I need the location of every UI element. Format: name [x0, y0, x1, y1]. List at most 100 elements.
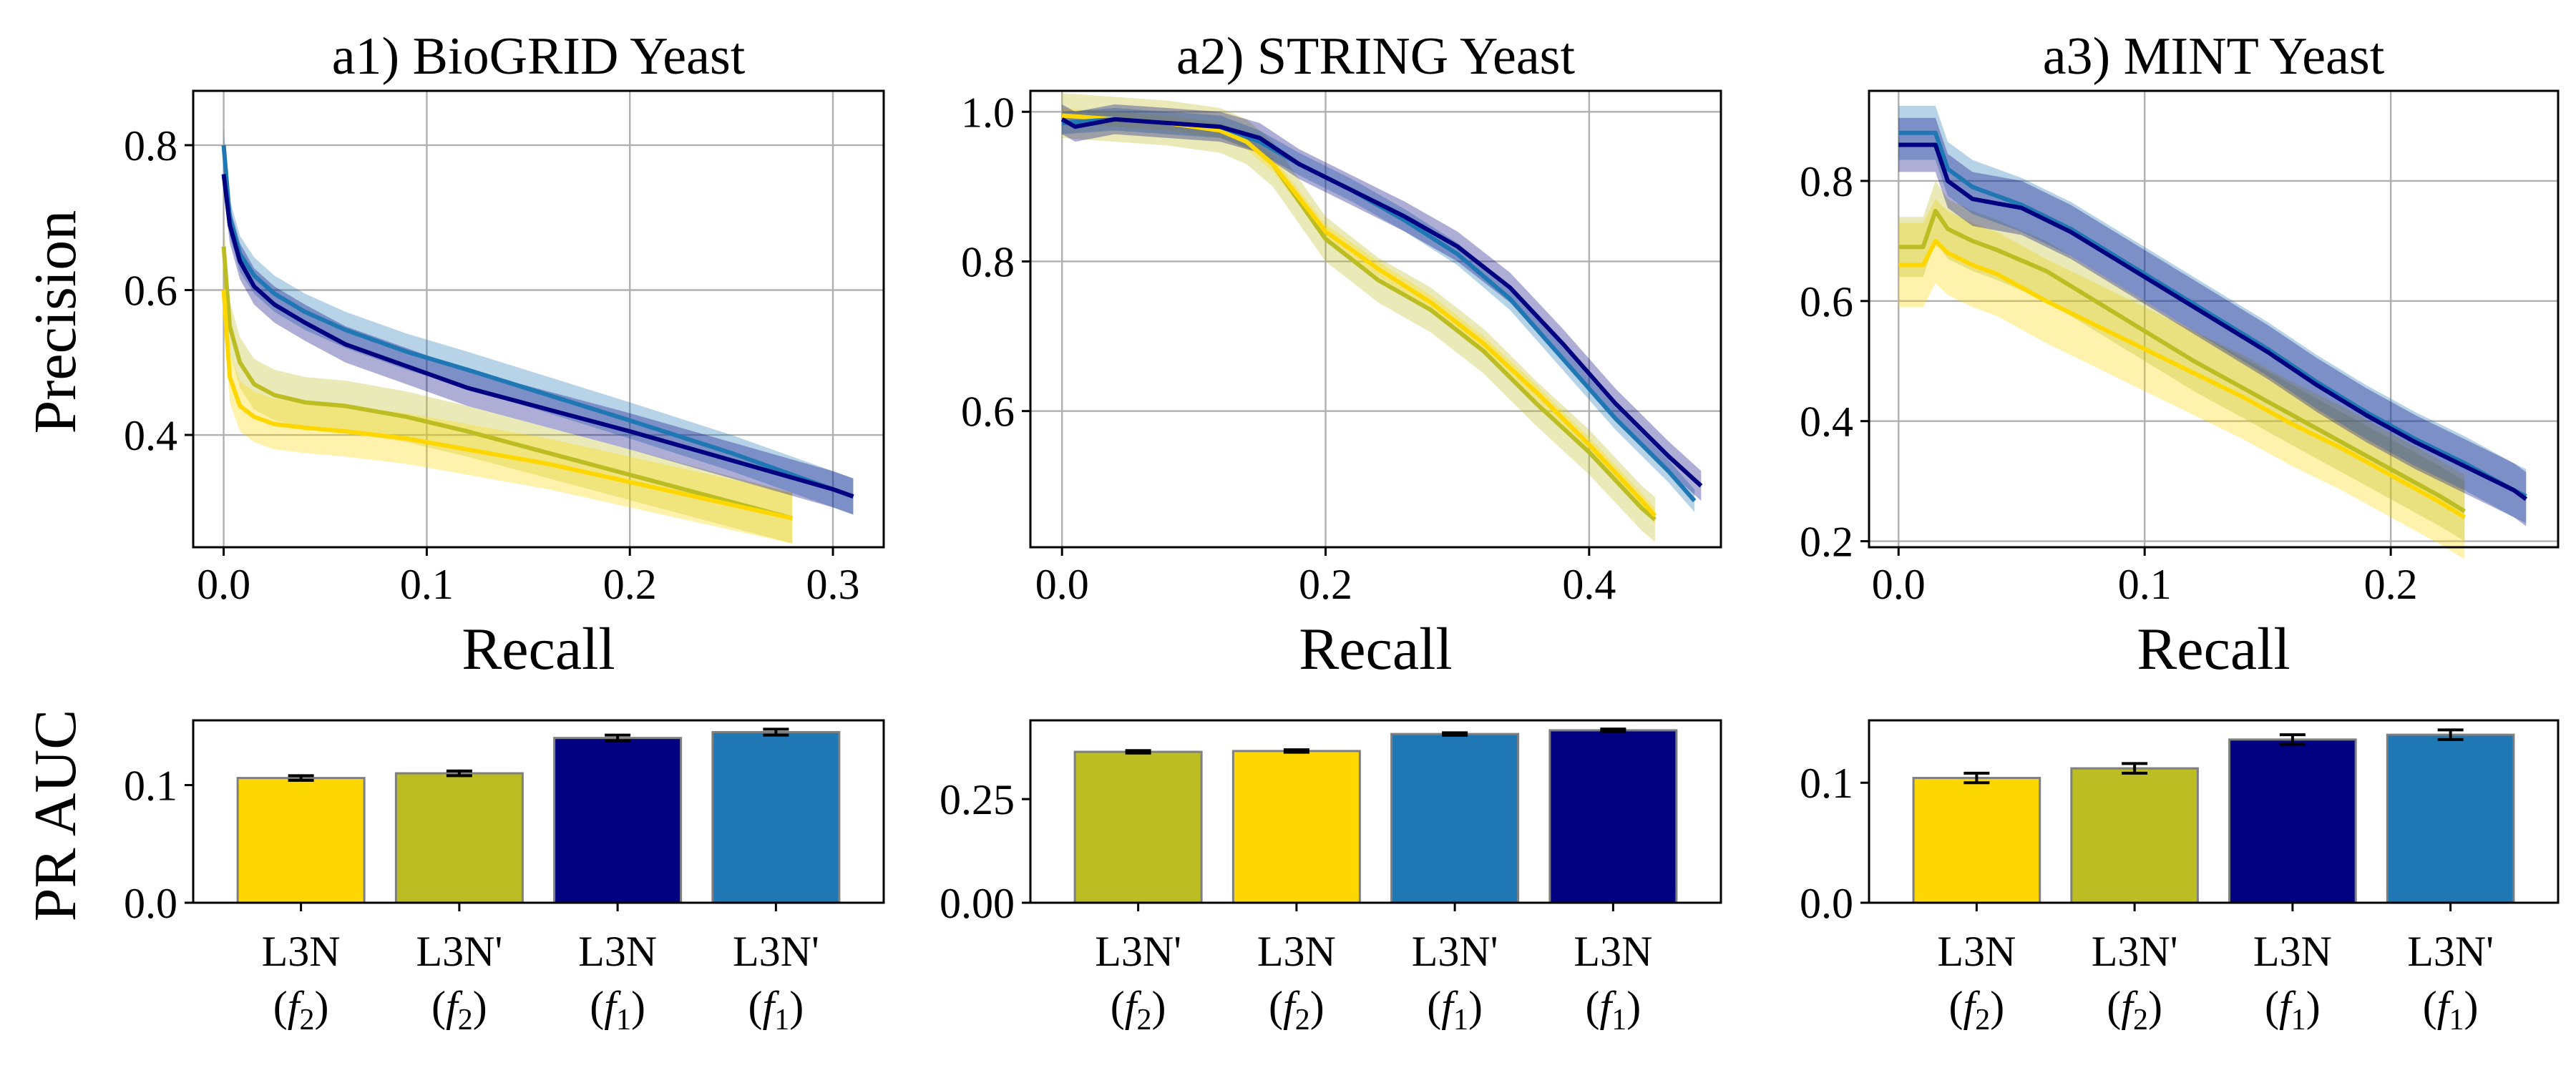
plot-frame [1029, 719, 1722, 904]
recall-axis-label: Recall [462, 616, 615, 682]
confidence-band-L3N_prime_f2 [1062, 93, 1655, 542]
plot-frame [1868, 89, 2560, 549]
category-function-label: (f1) [1427, 983, 1483, 1037]
y-tick-label: 1.0 [961, 89, 1015, 136]
y-tick-label: 0.8 [124, 122, 177, 170]
y-tick-label: 0.25 [940, 776, 1015, 823]
x-tick-label: 0.0 [197, 561, 250, 608]
y-tick-label: 0.0 [1800, 880, 1853, 927]
bar-L3N_prime_f1 [2386, 733, 2515, 904]
category-function-label: (f2) [1949, 983, 2005, 1037]
bar-L3N_f2 [236, 777, 366, 904]
plot-frame [192, 719, 885, 904]
confidence-band-L3N_f1 [1898, 117, 2527, 526]
bar-L3N_f1 [2228, 738, 2357, 904]
series-line-L3N_f1 [221, 174, 854, 499]
category-function-label: (f2) [431, 983, 487, 1037]
x-tick-label: 0.0 [1872, 561, 1926, 608]
bar-L3N_prime_f1 [1390, 733, 1520, 904]
plot-frame [192, 89, 885, 549]
confidence-band-L3N_f2 [223, 265, 793, 544]
category-label: L3N' [416, 928, 502, 975]
pr-auc-axis-label: PR AUC [22, 710, 89, 921]
precision-axis-label: Precision [22, 210, 89, 434]
bar-panel-3: 0.0 0.1 L3N (f2) L3N' (f2) L3N (f1) L3N' (f1) [1800, 719, 2560, 1037]
y-tick-label: 0.2 [1800, 519, 1853, 566]
line-panel-1: 0.0 0.1 0.2 0.3 0.4 0.6 0.8 a1) BioGRID Yeast Re… [124, 27, 885, 682]
y-tick-label: 0.0 [124, 880, 177, 927]
bar-L3N_prime_f2 [394, 772, 524, 904]
x-tick-label: 0.2 [1299, 561, 1352, 608]
category-label: L3N [1257, 928, 1336, 975]
y-tick-label: 0.1 [1800, 760, 1853, 807]
y-tick-label: 0.6 [124, 267, 177, 314]
category-label: L3N [1937, 928, 2016, 975]
category-function-label: (f1) [590, 983, 645, 1037]
bar-L3N_f1 [553, 737, 683, 904]
category-label: L3N' [2092, 928, 2178, 975]
category-function-label: (f1) [2265, 983, 2321, 1037]
panel-title: a2) STRING Yeast [1176, 27, 1576, 86]
series-line-L3N_f1 [1060, 117, 1703, 488]
bar-L3N_f2 [1231, 750, 1361, 904]
bar-L3N_prime_f1 [711, 730, 841, 904]
bar-L3N_prime_f2 [1073, 750, 1203, 904]
panel-title: a1) BioGRID Yeast [332, 27, 746, 86]
category-label: L3N' [1095, 928, 1181, 975]
bar-panel-2: 0.00 0.25 L3N' (f2) L3N (f2) L3N' (f1) L3N (f1) [940, 719, 1722, 1037]
x-tick-label: 0.4 [1562, 561, 1616, 608]
category-label: L3N' [733, 928, 819, 975]
x-tick-label: 0.2 [603, 561, 657, 608]
x-tick-label: 0.0 [1035, 561, 1089, 608]
bar-L3N_f2 [1912, 777, 2041, 904]
y-tick-label: 0.1 [124, 762, 177, 809]
series-line-L3N_prime_f1 [221, 144, 854, 499]
recall-axis-label: Recall [2137, 616, 2290, 682]
category-label: L3N [262, 928, 341, 975]
y-tick-label: 0.00 [940, 880, 1015, 927]
bar-L3N_prime_f2 [2070, 767, 2199, 904]
category-function-label: (f1) [2423, 983, 2479, 1037]
y-tick-label: 0.6 [961, 388, 1015, 436]
category-function-label: (f1) [1586, 983, 1641, 1037]
series-line-L3N_f2 [1061, 113, 1657, 518]
category-label: L3N' [2407, 928, 2494, 975]
category-label: L3N [2253, 928, 2332, 975]
category-function-label: (f2) [2107, 983, 2162, 1037]
plot-frame [1029, 89, 1722, 549]
y-tick-label: 0.4 [124, 412, 177, 459]
panel-title: a3) MINT Yeast [2043, 27, 2385, 86]
series-line-L3N_prime_f2 [1898, 208, 2466, 514]
confidence-band-L3N_f2 [1062, 108, 1655, 524]
line-panel-3: 0.0 0.1 0.2 0.2 0.4 0.6 0.8 a3) MINT Yeast Recal… [1800, 27, 2560, 682]
y-tick-label: 0.6 [1800, 278, 1853, 325]
recall-axis-label: Recall [1299, 616, 1453, 682]
category-function-label: (f2) [273, 983, 329, 1037]
plot-frame [1868, 719, 2560, 904]
category-function-label: (f2) [1269, 983, 1324, 1037]
series-line-L3N_f1 [1898, 142, 2528, 501]
confidence-band-L3N_prime_f2 [223, 221, 793, 544]
y-tick-label: 0.4 [1800, 398, 1853, 446]
x-tick-label: 0.1 [2118, 561, 2172, 608]
x-tick-label: 0.3 [806, 561, 860, 608]
category-label: L3N [1574, 928, 1652, 975]
bar-L3N_f1 [1548, 729, 1678, 904]
y-tick-label: 0.8 [1800, 158, 1853, 205]
category-function-label: (f2) [1111, 983, 1166, 1037]
x-tick-label: 0.2 [2364, 561, 2418, 608]
y-tick-label: 0.8 [961, 238, 1015, 285]
confidence-band-L3N_f2 [1898, 199, 2465, 559]
series-line-L3N_f2 [221, 290, 793, 521]
bar-panel-1: 0.0 0.1 L3N (f2) L3N' (f2) L3N (f1) L3N' (f1) [124, 719, 885, 1037]
series-line-L3N_f2 [1898, 238, 2466, 519]
series-line-L3N_prime_f1 [1898, 130, 2527, 499]
category-function-label: (f1) [748, 983, 804, 1037]
line-panel-2: 0.0 0.2 0.4 0.6 0.8 1.0 a2) STRING Yeast Recall [961, 27, 1722, 682]
category-label: L3N' [1412, 928, 1498, 975]
x-tick-label: 0.1 [400, 561, 454, 608]
confidence-band-L3N_prime_f2 [1898, 180, 2465, 542]
series-line-L3N_prime_f2 [221, 246, 794, 521]
category-label: L3N [578, 928, 657, 975]
